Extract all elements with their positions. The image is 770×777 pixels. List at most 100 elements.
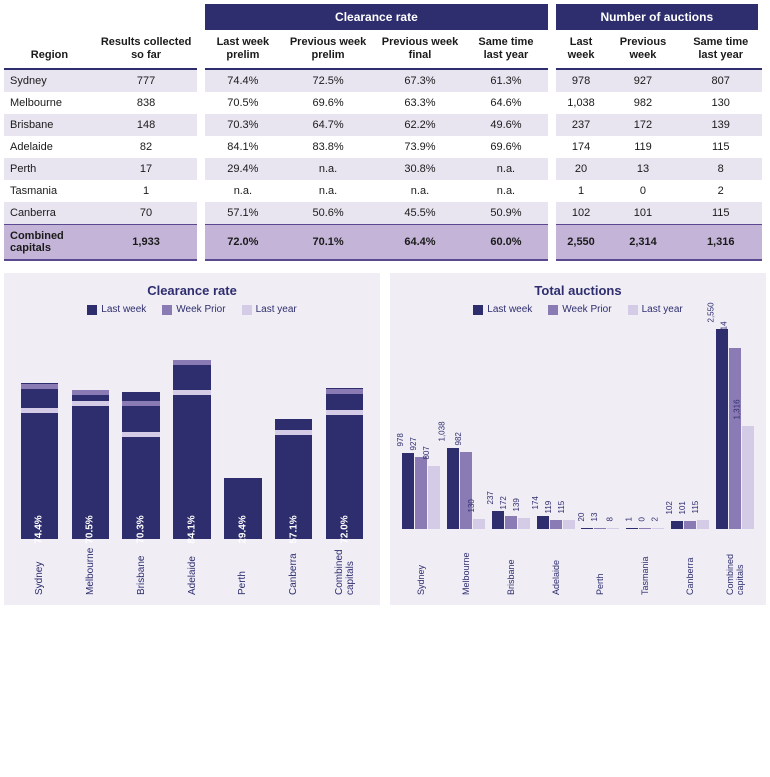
legend-swatch: [87, 305, 97, 315]
cell: 69.6%: [464, 136, 551, 158]
cell: 1: [552, 180, 607, 202]
x-label: Brisbane: [136, 545, 147, 595]
bar-value-label: 8: [606, 517, 615, 523]
cell: 63.3%: [376, 92, 465, 114]
table-row: Adelaide8284.1%83.8%73.9%69.6%174119115: [4, 136, 762, 158]
cell: 2,550: [552, 225, 607, 261]
legend-item: Last year: [628, 304, 683, 315]
table-row: Perth1729.4%n.a.30.8%n.a.20138: [4, 158, 762, 180]
bar: 119: [550, 520, 562, 529]
cell: 13: [607, 158, 680, 180]
x-label: Sydney: [34, 545, 45, 595]
auction-table: Clearance rate Number of auctions Region…: [4, 4, 766, 261]
bar-value-label: 130: [467, 499, 476, 514]
cell: 82: [95, 136, 201, 158]
bar: 115: [697, 520, 709, 529]
cell: 69.6%: [281, 92, 376, 114]
marker-week-prior: [122, 401, 159, 406]
chart-title: Clearance rate: [14, 283, 370, 298]
bar-value-label: 13: [590, 513, 599, 524]
col-region: Region: [4, 30, 95, 69]
bar-group: 102101115Canberra: [669, 329, 712, 595]
cell: n.a.: [464, 180, 551, 202]
bar-label: 29.4%: [237, 516, 248, 544]
bar-last-week: 57.1%: [275, 419, 312, 539]
x-label: Combined capitals: [334, 545, 356, 595]
cell: 70.3%: [201, 114, 280, 136]
cell: 67.3%: [376, 69, 465, 92]
bar-group: 102Tasmania: [624, 329, 667, 595]
bar-value-label: 174: [530, 496, 539, 511]
marker-week-prior: [72, 390, 109, 395]
cell: 172: [607, 114, 680, 136]
bar: 978: [402, 453, 414, 530]
cell: n.a.: [464, 158, 551, 180]
x-label: Adelaide: [551, 535, 561, 595]
legend-swatch: [242, 305, 252, 315]
cell: 101: [607, 202, 680, 225]
col-pw-final: Previous week final: [376, 30, 465, 69]
bar-value-label: 1: [624, 517, 633, 523]
legend-item: Week Prior: [548, 304, 611, 315]
bar-group: 20 13 8 Perth: [579, 329, 622, 595]
bar: 2,550: [716, 329, 728, 529]
bar-group: 174119115Adelaide: [534, 329, 577, 595]
cell: 20: [552, 158, 607, 180]
bar-value-label: 20: [577, 512, 586, 523]
legend-item: Last year: [242, 304, 297, 315]
legend-item: Week Prior: [162, 304, 225, 315]
cell: 1,933: [95, 225, 201, 261]
cell: 1,316: [679, 225, 762, 261]
bar: 101: [684, 521, 696, 529]
bar-group: 978927807Sydney: [400, 329, 443, 595]
cell: 17: [95, 158, 201, 180]
cell: n.a.: [376, 180, 465, 202]
x-label: Perth: [595, 535, 605, 595]
bar-group: 70.3%Brisbane: [118, 329, 165, 595]
cell: 115: [679, 202, 762, 225]
table-row: Canberra7057.1%50.6%45.5%50.9%102101115: [4, 202, 762, 225]
cell: Melbourne: [4, 92, 95, 114]
bar-value-label: 101: [678, 502, 687, 517]
cell: 29.4%: [201, 158, 280, 180]
cell: 62.2%: [376, 114, 465, 136]
chart-title: Total auctions: [400, 283, 756, 298]
cell: 838: [95, 92, 201, 114]
bar: 927: [415, 457, 427, 530]
bar-value-label: 172: [499, 496, 508, 511]
x-label: Melbourne: [461, 535, 471, 595]
bar-value-label: 927: [409, 437, 418, 452]
legend-swatch: [162, 305, 172, 315]
marker-last-year: [173, 390, 210, 395]
bar-value-label: 1,038: [438, 421, 447, 443]
bar: 1: [626, 528, 638, 529]
marker-last-year: [72, 401, 109, 406]
cell: 927: [607, 69, 680, 92]
bar: 115: [563, 520, 575, 529]
bar-label: 70.3%: [136, 516, 147, 544]
cell: 982: [607, 92, 680, 114]
cell: 83.8%: [281, 136, 376, 158]
legend-item: Last week: [473, 304, 532, 315]
col-lw-prelim: Last week prelim: [201, 30, 280, 69]
auctions-header: Number of auctions: [552, 4, 762, 30]
bar-value-label: 2,550: [706, 303, 715, 325]
cell: 130: [679, 92, 762, 114]
x-label: Canberra: [685, 535, 695, 595]
col-lw: Last week: [552, 30, 607, 69]
legend-item: Last week: [87, 304, 146, 315]
cell: Combined capitals: [4, 225, 95, 261]
bar: 982: [460, 452, 472, 529]
cell: 148: [95, 114, 201, 136]
cell: Brisbane: [4, 114, 95, 136]
col-stly: Same time last year: [464, 30, 551, 69]
cell: 139: [679, 114, 762, 136]
cell: 64.7%: [281, 114, 376, 136]
x-label: Brisbane: [506, 535, 516, 595]
auctions-chart: Total auctions Last week Week Prior Last y…: [390, 273, 766, 605]
bar-label: 74.4%: [34, 516, 45, 544]
x-label: Combined capitals: [725, 535, 745, 595]
bar-group: 57.1%Canberra: [270, 329, 317, 595]
legend: Last week Week Prior Last year: [400, 304, 756, 315]
bar: 807: [428, 466, 440, 529]
